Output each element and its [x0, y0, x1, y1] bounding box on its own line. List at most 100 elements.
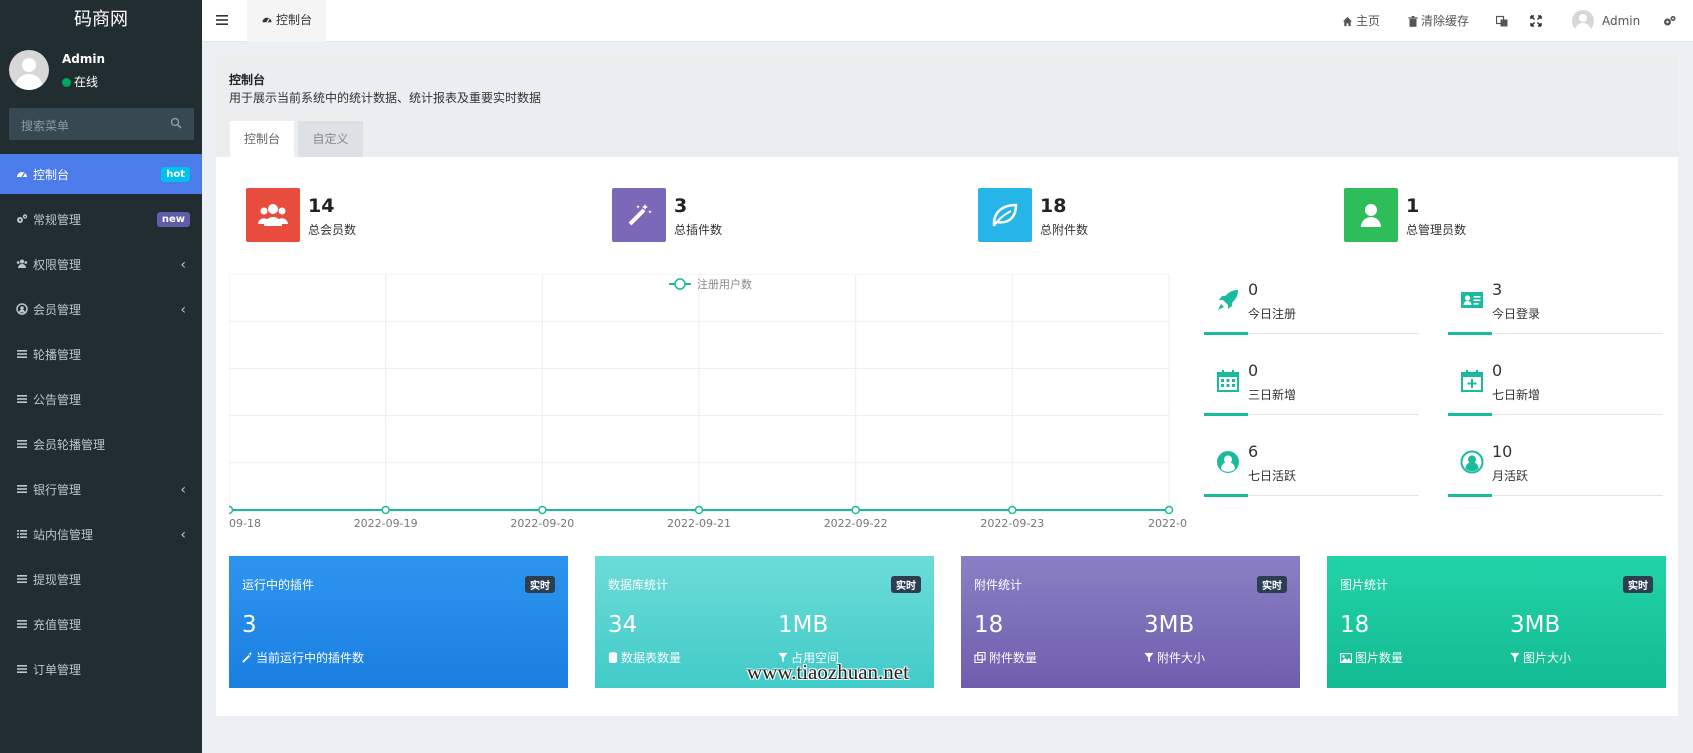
data-point[interactable] [538, 505, 547, 515]
legend-marker-icon [674, 278, 686, 290]
database-icon [608, 652, 618, 663]
top-navbar: 控制台 主页 清除缓存 Admin [202, 0, 1693, 42]
user-icon [1344, 188, 1398, 242]
kpi-three-day-new: 0 三日新增 [1204, 359, 1419, 431]
sidebar-item-label: 轮播管理 [33, 347, 82, 362]
settings-button[interactable] [1663, 0, 1679, 42]
search-icon[interactable] [170, 117, 182, 129]
sidebar-item-members[interactable]: 会员管理 ‹ [0, 289, 202, 329]
menu-toggle-icon[interactable] [216, 14, 228, 26]
user-menu-label: Admin [1602, 14, 1641, 28]
data-point[interactable] [381, 505, 390, 515]
x-tick-label: 2022-09-19 [354, 517, 418, 530]
tab-custom[interactable]: 自定义 [298, 121, 363, 157]
card-title: 运行中的插件 [242, 578, 315, 592]
user-panel: Admin 在线 [0, 40, 202, 100]
list-icon [15, 347, 29, 361]
x-tick-label: 2022-09-20 [510, 517, 574, 530]
sidebar-item-member-carousel[interactable]: 会员轮播管理 [0, 424, 202, 464]
kpi-today-register: 0 今日注册 [1204, 278, 1419, 350]
avatar [1572, 10, 1594, 32]
user-circle-icon [15, 302, 29, 316]
sidebar-item-recharge[interactable]: 充值管理 [0, 604, 202, 644]
legend-label[interactable]: 注册用户数 [697, 277, 752, 291]
registration-line-chart: 09-18 2022-09-19 2022-09-20 2022-09-21 2022-… [229, 274, 1187, 530]
stat-label: 总会员数 [308, 223, 357, 237]
sidebar-item-withdraw[interactable]: 提现管理 [0, 559, 202, 599]
realtime-badge: 实时 [1257, 576, 1287, 593]
user-circle-o-icon [1460, 450, 1484, 474]
user-circle-icon [1217, 451, 1239, 473]
group-icon [15, 257, 29, 271]
sidebar-item-label: 会员管理 [33, 302, 82, 317]
home-icon [1342, 16, 1353, 26]
page-header: 控制台 用于展示当前系统中的统计数据、统计报表及重要实时数据 控制台 自定义 [216, 56, 1678, 157]
kpi-today-login: 3 今日登录 [1448, 278, 1663, 350]
rocket-icon [1218, 290, 1238, 310]
list-ul-icon [15, 527, 29, 541]
fullscreen-icon [1530, 15, 1542, 27]
chevron-left-icon: ‹ [180, 302, 186, 318]
kpi-label: 月活跃 [1492, 469, 1529, 483]
kpi-label: 今日登录 [1492, 307, 1541, 321]
kpi-label: 今日注册 [1248, 307, 1297, 321]
kpi-label: 七日活跃 [1248, 469, 1297, 483]
card-title: 数据库统计 [608, 578, 669, 592]
stat-value: 3 [674, 195, 688, 217]
kpi-seven-day-new: 0 七日新增 [1448, 359, 1663, 431]
data-point[interactable] [851, 505, 860, 515]
sidebar-item-permissions[interactable]: 权限管理 ‹ [0, 244, 202, 284]
clear-cache-label: 清除缓存 [1421, 14, 1470, 28]
chevron-left-icon: ‹ [180, 257, 186, 273]
data-point[interactable] [1164, 505, 1174, 515]
card-caption-label: 附件数量 [989, 651, 1038, 665]
user-menu[interactable]: Admin [1572, 0, 1640, 42]
x-tick-label: 2022-0 [1148, 517, 1187, 530]
calendar-icon [1217, 370, 1239, 392]
clear-cache-button[interactable]: 清除缓存 [1408, 0, 1469, 42]
card-caption-label: 数据表数量 [621, 651, 682, 665]
search-placeholder: 搜索菜单 [21, 119, 70, 133]
sidebar-item-carousel[interactable]: 轮播管理 [0, 334, 202, 374]
home-link[interactable]: 主页 [1342, 0, 1380, 42]
kpi-monthly-active: 10 月活跃 [1448, 440, 1663, 512]
card-caption-label: 附件大小 [1157, 651, 1206, 665]
app-logo[interactable]: 码商网 [0, 0, 202, 40]
chevron-left-icon: ‹ [180, 527, 186, 543]
search-input[interactable]: 搜索菜单 [9, 108, 194, 140]
card-database-stats: 数据库统计 实时 34 1MB 数据表数量 占用空间 [595, 556, 934, 688]
tab-dashboard[interactable]: 控制台 [247, 0, 327, 42]
translate-button[interactable] [1496, 0, 1511, 42]
kpi-value: 3 [1492, 280, 1503, 299]
data-point[interactable] [1008, 505, 1017, 515]
stat-label: 总管理员数 [1406, 223, 1467, 237]
home-label: 主页 [1356, 14, 1381, 28]
trash-icon [1408, 15, 1418, 27]
x-tick-label: 2022-09-21 [667, 517, 731, 530]
data-point[interactable] [229, 505, 234, 515]
card-caption-secondary: 占用空间 [778, 649, 839, 666]
user-status: 在线 [62, 73, 98, 90]
sidebar-item-notices[interactable]: 公告管理 [0, 379, 202, 419]
data-point[interactable] [694, 505, 704, 515]
dashboard-icon [15, 167, 29, 181]
kpi-value: 0 [1492, 361, 1503, 380]
language-icon [1496, 15, 1508, 27]
leaf-icon [978, 188, 1032, 242]
sidebar-item-dashboard[interactable]: 控制台 hot [0, 154, 202, 194]
sidebar-item-messages[interactable]: 站内信管理 ‹ [0, 514, 202, 554]
sidebar-item-general[interactable]: 常规管理 new [0, 199, 202, 239]
filter-icon [778, 652, 788, 663]
card-image-stats: 图片统计 实时 18 3MB 图片数量 图片大小 [1327, 556, 1666, 688]
sidebar-item-bank[interactable]: 银行管理 ‹ [0, 469, 202, 509]
kpi-label: 七日新增 [1492, 388, 1541, 402]
card-caption-secondary: 附件大小 [1144, 649, 1205, 666]
fullscreen-button[interactable] [1530, 0, 1545, 42]
sidebar-item-label: 充值管理 [33, 617, 82, 632]
stat-value: 14 [308, 195, 335, 217]
card-title: 附件统计 [974, 578, 1023, 592]
new-badge: new [156, 212, 190, 227]
filter-icon [1510, 652, 1520, 663]
sidebar-item-orders[interactable]: 订单管理 [0, 649, 202, 689]
tab-dashboard-panel[interactable]: 控制台 [230, 121, 295, 157]
